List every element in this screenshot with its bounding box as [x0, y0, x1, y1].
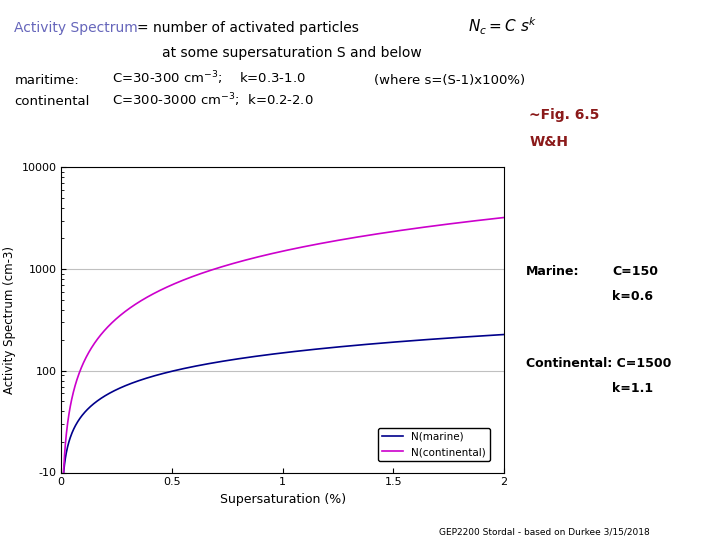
Text: C=300-3000 cm$^{-3}$;  k=0.2-2.0: C=300-3000 cm$^{-3}$; k=0.2-2.0 [112, 91, 313, 109]
N(marine) [103, 391, 112, 397]
N(marine) [361, 341, 370, 348]
Text: ~Fig. 6.5: ~Fig. 6.5 [529, 108, 600, 122]
N(marine) [58, 490, 67, 497]
Line: N(marine): N(marine) [63, 334, 504, 494]
Text: k=0.6: k=0.6 [612, 289, 653, 303]
N(continental) [500, 214, 508, 221]
N(continental) [361, 233, 370, 239]
Text: C=150: C=150 [612, 265, 658, 279]
N(marine) [410, 338, 419, 344]
Text: at some supersaturation S and below: at some supersaturation S and below [162, 46, 422, 60]
N(marine) [500, 331, 508, 338]
Text: $N_c = C\ s^k$: $N_c = C\ s^k$ [468, 16, 537, 37]
Text: W&H: W&H [529, 135, 568, 149]
Text: GEP2200 Stordal - based on Durkee 3/15/2018: GEP2200 Stordal - based on Durkee 3/15/2… [439, 528, 650, 537]
Y-axis label: Activity Spectrum (cm-3): Activity Spectrum (cm-3) [3, 246, 16, 394]
Text: maritime:: maritime: [14, 73, 79, 87]
X-axis label: Supersaturation (%): Supersaturation (%) [220, 493, 346, 506]
Text: (where s=(S-1)x100%): (where s=(S-1)x100%) [374, 73, 526, 87]
N(marine) [402, 338, 411, 345]
Text: C=30-300 cm$^{-3}$;    k=0.3-1.0: C=30-300 cm$^{-3}$; k=0.3-1.0 [112, 70, 305, 87]
N(continental) [253, 254, 261, 260]
N(marine) [253, 353, 261, 360]
N(continental) [103, 324, 112, 330]
N(continental) [58, 505, 67, 512]
Text: k=1.1: k=1.1 [612, 381, 653, 395]
N(continental) [402, 226, 411, 233]
N(continental) [410, 225, 419, 232]
Text: continental: continental [14, 95, 90, 109]
Legend: N(marine), N(continental): N(marine), N(continental) [378, 428, 490, 461]
Text: Continental: C=1500: Continental: C=1500 [526, 357, 671, 370]
Text: Activity Spectrum: Activity Spectrum [14, 22, 138, 36]
Line: N(continental): N(continental) [63, 218, 504, 509]
N(marine) [237, 355, 246, 362]
Text: Marine:: Marine: [526, 265, 579, 279]
Text: = number of activated particles: = number of activated particles [137, 22, 359, 36]
N(continental) [237, 258, 246, 265]
